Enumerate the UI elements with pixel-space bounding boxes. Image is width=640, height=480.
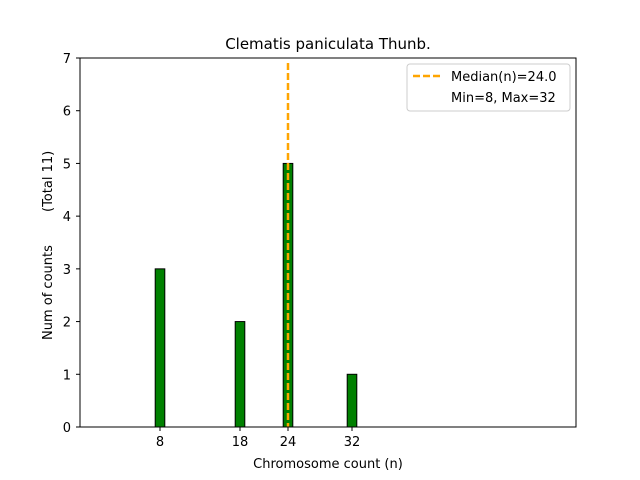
legend-median-label: Median(n)=24.0 (451, 70, 557, 85)
x-tick-label-18: 18 (232, 435, 249, 450)
bars-group (154, 162, 358, 428)
y-tick-label-0: 0 (63, 421, 71, 436)
x-tick-label-24: 24 (280, 435, 297, 450)
y-tick-label-6: 6 (63, 105, 71, 120)
y-tick-label-3: 3 (63, 263, 71, 278)
x-ticks: 8 18 24 32 (156, 427, 360, 450)
x-tick-label-32: 32 (344, 435, 361, 450)
chart-title: Clematis paniculata Thunb. (225, 35, 431, 53)
y-ticks: 0 1 2 3 4 5 6 7 (63, 52, 80, 436)
legend-minmax-label: Min=8, Max=32 (451, 91, 556, 106)
x-tick-label-8: 8 (156, 435, 164, 450)
plot-frame (79, 57, 577, 428)
y-axis-label: Num of counts (41, 245, 56, 340)
y-axis-total-label: (Total 11) (41, 151, 56, 212)
legend: Median(n)=24.0 Min=8, Max=32 (406, 63, 571, 112)
bar-8 (154, 268, 166, 428)
bar-18 (234, 321, 246, 428)
x-axis-label: Chromosome count (n) (253, 457, 403, 472)
y-tick-label-2: 2 (63, 316, 71, 331)
bar-32 (346, 373, 358, 428)
y-tick-label-4: 4 (63, 210, 71, 225)
legend-box (406, 63, 571, 112)
y-tick-label-5: 5 (63, 157, 71, 172)
y-tick-label-7: 7 (63, 52, 71, 67)
y-tick-label-1: 1 (63, 368, 71, 383)
